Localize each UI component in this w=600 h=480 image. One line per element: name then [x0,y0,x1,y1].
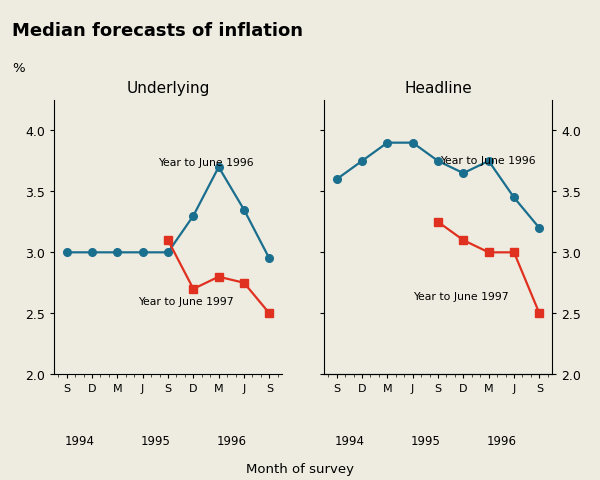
Text: Year to June 1996: Year to June 1996 [440,156,536,166]
Text: %: % [12,62,25,75]
Text: Median forecasts of inflation: Median forecasts of inflation [12,22,303,39]
Text: Year to June 1996: Year to June 1996 [158,157,253,167]
Text: 1994: 1994 [334,434,364,447]
Title: Headline: Headline [404,81,472,96]
Title: Underlying: Underlying [127,81,209,96]
Text: 1995: 1995 [140,434,170,447]
Text: 1996: 1996 [487,434,517,447]
Text: Year to June 1997: Year to June 1997 [137,296,233,306]
Text: Year to June 1997: Year to June 1997 [413,291,508,301]
Text: 1994: 1994 [64,434,94,447]
Text: Month of survey: Month of survey [246,462,354,475]
Text: 1996: 1996 [217,434,247,447]
Text: 1995: 1995 [410,434,440,447]
